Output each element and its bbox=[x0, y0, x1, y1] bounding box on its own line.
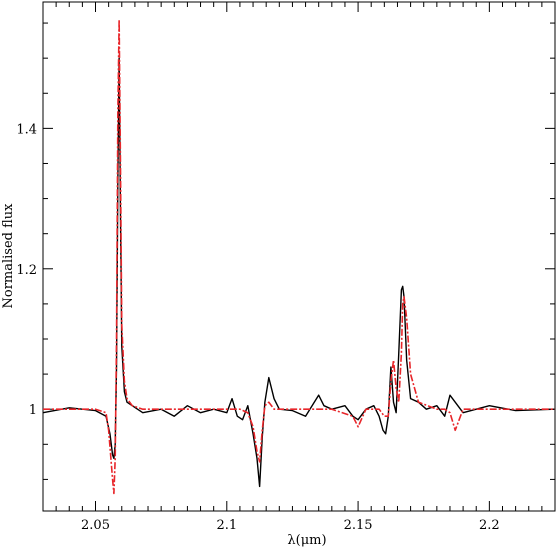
x-tick-label: 2.2 bbox=[479, 518, 500, 533]
tick-labels: 2.05 2.1 2.15 2.2 1 1.2 1.4 bbox=[16, 122, 499, 533]
x-tick-label: 2.1 bbox=[216, 518, 237, 533]
x-tick-label: 2.05 bbox=[81, 518, 110, 533]
y-tick-label: 1.2 bbox=[16, 263, 37, 278]
axis-ticks bbox=[42, 2, 556, 511]
x-axis-label: λ(μm) bbox=[287, 533, 326, 548]
y-tick-label: 1.4 bbox=[16, 122, 37, 137]
y-tick-label: 1 bbox=[29, 403, 37, 418]
model-spectrum-line bbox=[43, 18, 555, 495]
plot-frame bbox=[42, 1, 556, 512]
x-tick-label: 2.15 bbox=[344, 518, 373, 533]
series-group bbox=[42, 18, 556, 495]
y-axis-label: Normalised flux bbox=[1, 203, 16, 309]
